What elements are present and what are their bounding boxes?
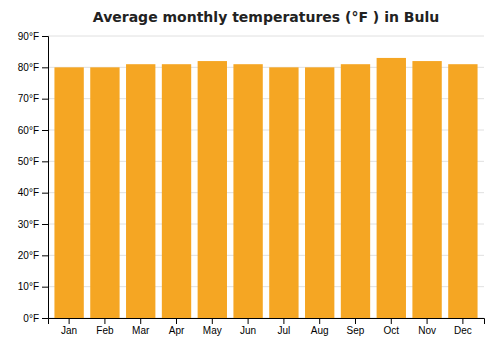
y-tick-label: 10°F [18,281,39,292]
bar [412,61,441,318]
bars [54,58,477,318]
x-tick-label: Oct [384,325,400,336]
x-tick-label: May [203,325,222,336]
y-tick: 30°F [18,219,48,230]
x-tick: Feb [96,318,114,336]
bar [54,67,83,318]
bar [377,58,406,318]
y-tick-label: 90°F [18,31,39,42]
x-tick: Nov [418,318,436,336]
x-tick-label: Jun [240,325,256,336]
x-tick: May [203,318,222,336]
x-tick-mark [462,318,463,324]
x-tick-label: Mar [132,325,150,336]
y-axis-line [42,37,49,319]
y-tick-label: 70°F [18,93,39,104]
y-tick: 70°F [18,93,48,104]
x-tick-label: Feb [96,325,114,336]
y-tick-label: 50°F [18,156,39,167]
x-tick: Jul [277,318,290,336]
y-tick: 80°F [18,62,48,73]
y-tick-mark [42,130,48,131]
x-axis-line [49,319,485,325]
x-tick: Apr [169,318,185,336]
chart: Jan Feb Mar Apr May Jun Jul Aug Sep Oct Nov Dec 0°F 1… [0,0,500,350]
title: Average monthly temperatures (°F ) in Bu… [93,9,439,25]
x-tick-mark [319,318,320,324]
x-tick-mark [176,318,177,324]
x-tick-mark [283,318,284,324]
y-tick-label: 0°F [23,313,39,324]
y-tick-label: 20°F [18,250,39,261]
x-tick-label: Dec [454,325,472,336]
bar [162,64,191,318]
y-tick-label: 60°F [18,125,39,136]
x-tick-mark [212,318,213,324]
y-tick-label: 40°F [18,187,39,198]
x-tick-label: Aug [311,325,329,336]
x-tick-mark [427,318,428,324]
bar [448,64,477,318]
bar [90,67,119,318]
bar [126,64,155,318]
y-tick-mark [42,161,48,162]
x-tick-label: Jan [61,325,77,336]
x-tick-label: Sep [347,325,365,336]
y-tick-mark [42,287,48,288]
y-tick: 60°F [18,125,48,136]
x-tick-mark [69,318,70,324]
y-tick: 90°F [18,31,48,42]
x-tick: Mar [132,318,150,336]
bar [233,64,262,318]
bar [305,67,334,318]
x-tick-mark [104,318,105,324]
x-tick-mark [248,318,249,324]
x-tick: Dec [454,318,472,336]
y-tick-mark [42,67,48,68]
x-tick-mark [355,318,356,324]
x-axis: Jan Feb Mar Apr May Jun Jul Aug Sep Oct Nov Dec [49,318,485,336]
x-tick: Jun [240,318,256,336]
y-tick: 40°F [18,187,48,198]
bar [269,67,298,318]
y-tick-mark [42,36,48,37]
x-tick: Sep [347,318,365,336]
bar [341,64,370,318]
y-tick: 20°F [18,250,48,261]
x-tick: Oct [384,318,400,336]
x-tick-label: Nov [418,325,436,336]
y-axis: 0°F 10°F 20°F 30°F 40°F 50°F 60°F 70°F 80°F 90°F [18,31,49,324]
plot: Jan Feb Mar Apr May Jun Jul Aug Sep Oct Nov Dec 0°F 1… [18,31,485,336]
y-tick-label: 30°F [18,219,39,230]
y-tick: 10°F [18,281,48,292]
x-tick-label: Apr [169,325,185,336]
x-tick: Aug [311,318,329,336]
y-tick-mark [42,99,48,100]
y-tick: 50°F [18,156,48,167]
y-tick-mark [42,318,48,319]
grid-line [48,36,484,37]
x-tick-mark [391,318,392,324]
y-tick-mark [42,224,48,225]
y-tick-mark [42,193,48,194]
y-tick-label: 80°F [18,62,39,73]
y-tick-mark [42,255,48,256]
grid [48,36,484,318]
x-tick: Jan [61,318,77,336]
y-tick: 0°F [23,313,48,324]
x-tick-mark [140,318,141,324]
x-tick-label: Jul [277,325,290,336]
bar [198,61,227,318]
